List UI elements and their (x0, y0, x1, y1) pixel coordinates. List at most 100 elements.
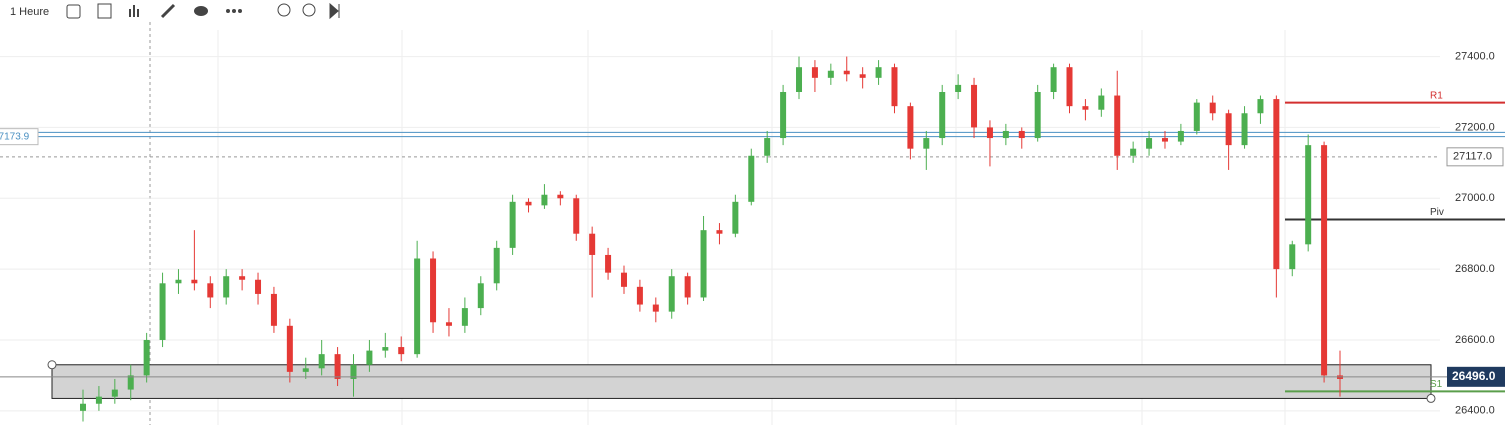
candle-body (159, 283, 166, 340)
candle-body (1177, 130, 1184, 142)
candle-body (477, 283, 484, 309)
candle-body (302, 368, 309, 372)
candle-body (557, 194, 564, 199)
candle-body (318, 354, 325, 369)
y-tick-label: 27200.0 (1455, 121, 1495, 133)
candle-body (1241, 113, 1248, 146)
candle-body (223, 276, 230, 298)
candle-body (1082, 106, 1089, 110)
icon-more[interactable] (226, 9, 242, 13)
candle-body (1209, 102, 1216, 114)
candle-body (605, 254, 612, 273)
crosshair-label-box (1446, 147, 1504, 167)
candle-body (891, 67, 898, 107)
candle-body (620, 272, 627, 287)
candle-body (334, 354, 341, 379)
candle-body (1289, 244, 1296, 270)
vertical-grid (217, 30, 1286, 425)
pivot-label: R1 (1430, 90, 1443, 101)
icon-zoom-in[interactable] (302, 3, 316, 17)
zone (51, 364, 1432, 399)
candle-body (986, 127, 993, 139)
candle-body (796, 67, 803, 92)
candle-body (1050, 67, 1057, 92)
candle-body (827, 70, 834, 78)
candle-body (80, 403, 86, 411)
candle-body (716, 230, 723, 234)
candle-body (191, 279, 198, 284)
candle-body (875, 67, 882, 78)
candle-body (398, 347, 405, 355)
candle-body (1098, 95, 1105, 110)
candle-body (764, 138, 771, 156)
candle-body (573, 198, 580, 234)
candle-body (1002, 130, 1009, 139)
candle-body (971, 84, 978, 128)
icon-pencil[interactable] (160, 3, 176, 19)
candle-body (589, 233, 596, 255)
candle-body (1018, 130, 1025, 139)
candle-body (430, 258, 437, 323)
y-tick-label: 27400.0 (1455, 50, 1495, 62)
toolbar: 1 Heure (10, 2, 340, 20)
candle-body (414, 258, 421, 355)
candle-body (239, 276, 246, 280)
candle-body (541, 194, 548, 206)
candle-body (1321, 145, 1328, 376)
candle-body (1273, 99, 1280, 270)
y-tick-label: 26400.0 (1455, 405, 1495, 417)
candle-body (95, 396, 102, 404)
candle-body (732, 201, 739, 234)
icon-grid[interactable] (66, 4, 81, 19)
candle-body (1130, 148, 1137, 156)
icon-calendar[interactable] (97, 3, 112, 19)
y-tick-label: 27000.0 (1455, 192, 1495, 204)
candle-body (286, 325, 293, 372)
zone-handle (1426, 393, 1436, 403)
candle-body (1257, 99, 1264, 114)
candle-body (270, 293, 277, 326)
candle-body (1225, 113, 1232, 146)
candle-body (382, 347, 389, 351)
candle-body (700, 230, 707, 298)
icon-zoom-out[interactable] (277, 3, 291, 17)
candle-body (923, 138, 930, 149)
candle-body (859, 74, 866, 78)
candle-body (668, 276, 675, 312)
candle-body (509, 201, 516, 248)
pivot-label: S1 (1430, 379, 1443, 390)
candle-body (207, 283, 214, 298)
candle-body (111, 389, 118, 397)
candle-body (461, 308, 468, 326)
pivot-label: Piv (1430, 207, 1444, 218)
candle-body (636, 286, 643, 305)
candle-body (366, 350, 373, 365)
candle-body (939, 91, 946, 139)
icon-eye[interactable] (194, 6, 208, 16)
candle-body (748, 155, 755, 202)
y-tick-label: 26800.0 (1455, 263, 1495, 275)
candle-body (1305, 145, 1312, 245)
candle-body (907, 106, 914, 149)
candle-body (843, 70, 850, 75)
candle-body (175, 279, 182, 284)
alert-label: 27173.9 (0, 131, 30, 142)
alert-label-box (0, 128, 39, 146)
candle-body (1034, 91, 1041, 139)
timeframe[interactable]: 1 Heure (10, 6, 49, 18)
icon-bars[interactable] (129, 5, 139, 17)
candle-body (1066, 67, 1073, 107)
crosshair-label: 27117.0 (1453, 151, 1492, 163)
candle-body (811, 67, 818, 78)
icon-play[interactable] (329, 2, 340, 20)
candle-body (955, 84, 962, 92)
candle-body (1161, 138, 1168, 142)
candle-body (1114, 95, 1121, 156)
candle-body (780, 91, 787, 139)
candle-body (255, 279, 262, 294)
y-tick-label: 26600.0 (1455, 334, 1495, 346)
candle-body (684, 276, 691, 298)
last-price-box (1447, 366, 1505, 387)
